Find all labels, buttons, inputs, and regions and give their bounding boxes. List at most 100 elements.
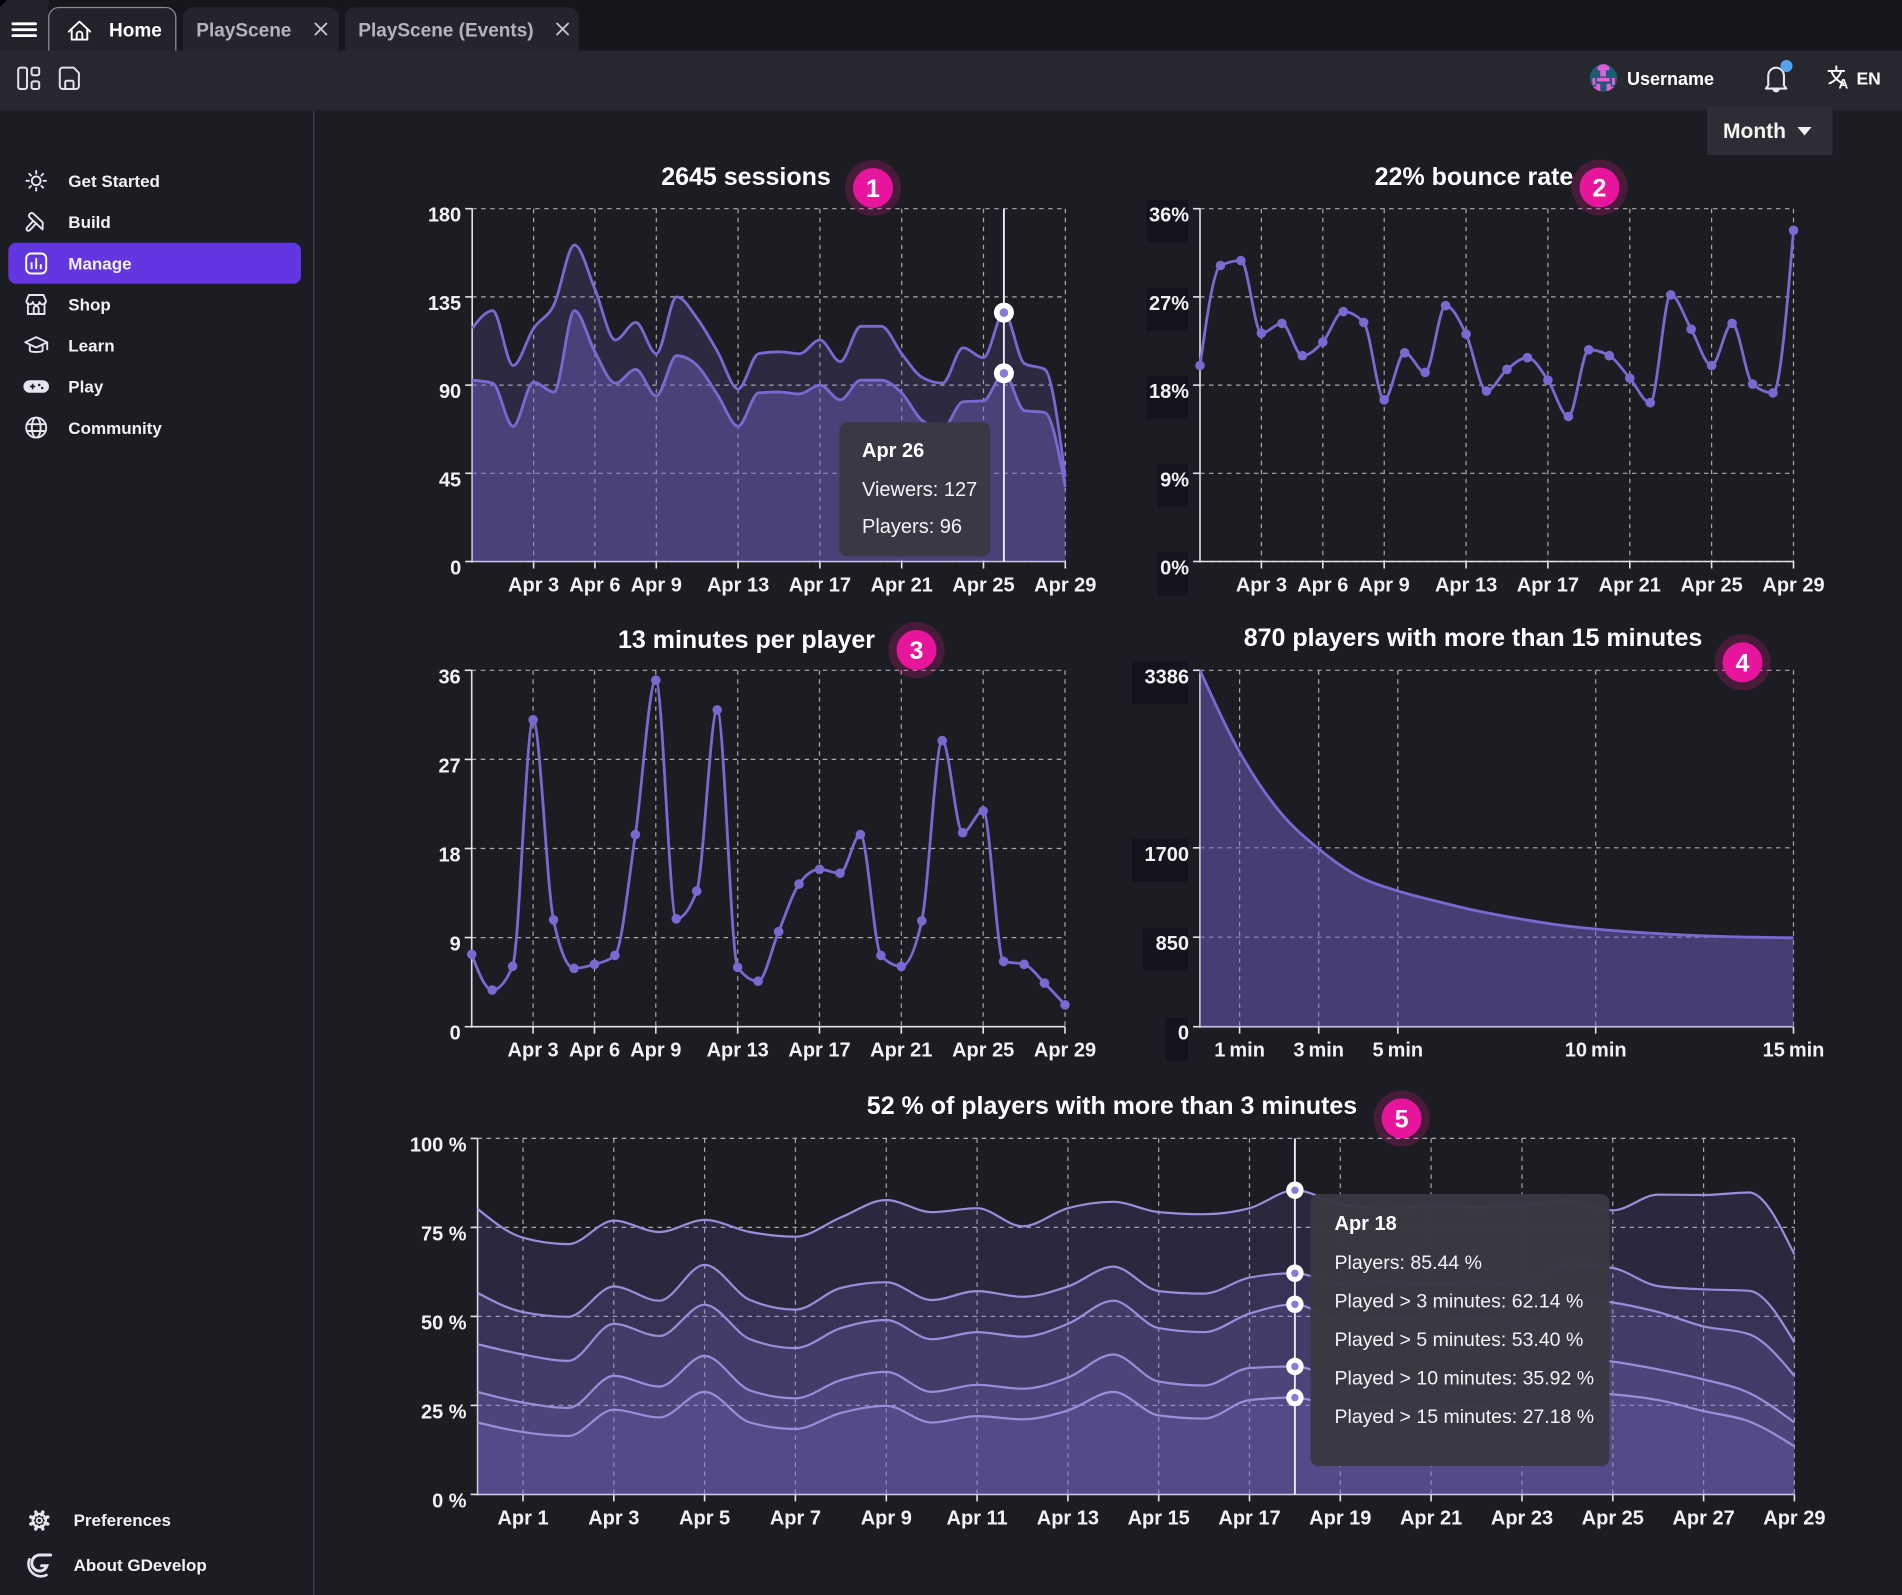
svg-text:180: 180: [428, 205, 461, 227]
svg-text:22% bounce rate: 22% bounce rate: [1375, 163, 1574, 191]
svg-text:Apr 17: Apr 17: [1218, 1507, 1280, 1529]
svg-text:Apr 3: Apr 3: [1236, 575, 1287, 597]
svg-text:5: 5: [1395, 1105, 1409, 1133]
svg-text:3386: 3386: [1145, 666, 1190, 688]
svg-text:Apr 9: Apr 9: [1359, 575, 1410, 597]
svg-text:Viewers: 127: Viewers: 127: [862, 479, 977, 501]
svg-text:2: 2: [1593, 175, 1607, 203]
svg-text:100 %: 100 %: [410, 1134, 467, 1156]
svg-text:Apr 25: Apr 25: [952, 1040, 1014, 1062]
svg-text:18%: 18%: [1149, 381, 1189, 403]
svg-text:15 min: 15 min: [1763, 1040, 1825, 1062]
svg-text:Apr 15: Apr 15: [1128, 1507, 1190, 1529]
svg-text:Apr 7: Apr 7: [770, 1507, 821, 1529]
svg-text:Shop: Shop: [68, 296, 111, 315]
svg-text:0%: 0%: [1160, 558, 1189, 580]
svg-text:Apr 13: Apr 13: [707, 1040, 769, 1062]
svg-text:135: 135: [428, 293, 461, 315]
svg-text:Apr 17: Apr 17: [788, 1040, 850, 1062]
svg-text:2645 sessions: 2645 sessions: [661, 163, 831, 191]
svg-text:0: 0: [450, 558, 461, 580]
svg-text:10 min: 10 min: [1565, 1040, 1627, 1062]
svg-text:1700: 1700: [1145, 844, 1190, 866]
svg-text:Apr 29: Apr 29: [1763, 1507, 1825, 1529]
svg-text:A: A: [1839, 77, 1849, 92]
svg-text:Played > 15 minutes: 27.18 %: Played > 15 minutes: 27.18 %: [1335, 1406, 1595, 1428]
svg-text:Apr 21: Apr 21: [1400, 1507, 1462, 1529]
svg-text:Apr 26: Apr 26: [862, 440, 924, 462]
svg-text:Manage: Manage: [68, 255, 131, 274]
svg-text:850: 850: [1156, 933, 1189, 955]
svg-text:1 min: 1 min: [1214, 1040, 1265, 1062]
svg-text:Apr 18: Apr 18: [1335, 1213, 1397, 1235]
svg-text:Apr 29: Apr 29: [1034, 575, 1096, 597]
svg-text:Apr 5: Apr 5: [679, 1507, 730, 1529]
svg-text:9%: 9%: [1160, 469, 1189, 491]
svg-text:Play: Play: [68, 377, 104, 396]
svg-text:25 %: 25 %: [421, 1401, 467, 1423]
svg-text:13 minutes per player: 13 minutes per player: [618, 626, 875, 654]
svg-text:18: 18: [438, 845, 460, 867]
svg-text:Apr 6: Apr 6: [569, 575, 620, 597]
svg-text:Apr 3: Apr 3: [508, 575, 559, 597]
svg-text:Get Started: Get Started: [68, 172, 160, 191]
svg-text:Build: Build: [68, 213, 111, 232]
svg-text:PlayScene: PlayScene: [196, 21, 291, 42]
svg-text:Apr 3: Apr 3: [508, 1040, 559, 1062]
svg-text:Apr 11: Apr 11: [947, 1507, 1008, 1529]
svg-text:EN: EN: [1857, 69, 1881, 89]
svg-text:0: 0: [450, 1023, 461, 1045]
svg-text:0: 0: [1178, 1023, 1189, 1045]
svg-text:Month: Month: [1723, 120, 1786, 143]
svg-text:Apr 6: Apr 6: [569, 1040, 620, 1062]
svg-text:0 %: 0 %: [432, 1490, 467, 1512]
svg-text:Apr 21: Apr 21: [1599, 575, 1661, 597]
svg-text:Apr 1: Apr 1: [497, 1507, 548, 1529]
svg-text:About GDevelop: About GDevelop: [74, 1556, 207, 1575]
svg-text:4: 4: [1736, 649, 1750, 677]
svg-text:Players: 85.44 %: Players: 85.44 %: [1335, 1252, 1482, 1274]
svg-text:Apr 9: Apr 9: [861, 1507, 912, 1529]
svg-text:27: 27: [438, 755, 460, 777]
svg-text:36: 36: [438, 666, 460, 688]
svg-text:Apr 9: Apr 9: [631, 575, 682, 597]
svg-text:90: 90: [439, 381, 461, 403]
svg-text:75 %: 75 %: [421, 1223, 467, 1245]
svg-text:Preferences: Preferences: [74, 1511, 171, 1530]
svg-text:Apr 19: Apr 19: [1309, 1507, 1371, 1529]
svg-text:Learn: Learn: [68, 337, 114, 356]
svg-text:3 min: 3 min: [1293, 1040, 1344, 1062]
svg-text:Apr 3: Apr 3: [588, 1507, 639, 1529]
svg-text:Apr 25: Apr 25: [1582, 1507, 1644, 1529]
svg-text:Apr 25: Apr 25: [1680, 575, 1742, 597]
svg-text:36%: 36%: [1149, 205, 1189, 227]
svg-text:9: 9: [450, 934, 461, 956]
svg-text:52 % of players with more than: 52 % of players with more than 3 minutes: [867, 1092, 1357, 1120]
svg-text:870 players with more than 15: 870 players with more than 15 minutes: [1244, 624, 1703, 652]
svg-text:Apr 13: Apr 13: [707, 575, 769, 597]
svg-text:50 %: 50 %: [421, 1312, 467, 1334]
svg-text:Apr 17: Apr 17: [789, 575, 851, 597]
svg-text:Apr 27: Apr 27: [1672, 1507, 1734, 1529]
svg-text:PlayScene (Events): PlayScene (Events): [358, 21, 533, 42]
svg-text:3: 3: [910, 637, 924, 665]
svg-text:Apr 9: Apr 9: [630, 1040, 681, 1062]
svg-text:Apr 25: Apr 25: [952, 575, 1014, 597]
svg-text:Apr 13: Apr 13: [1037, 1507, 1099, 1529]
svg-text:Played > 5 minutes: 53.40 %: Played > 5 minutes: 53.40 %: [1335, 1329, 1584, 1351]
svg-text:45: 45: [439, 469, 461, 491]
svg-text:1: 1: [866, 175, 880, 203]
svg-text:Played > 3 minutes: 62.14 %: Played > 3 minutes: 62.14 %: [1335, 1291, 1584, 1313]
svg-text:Apr 29: Apr 29: [1762, 575, 1824, 597]
svg-text:Community: Community: [68, 419, 162, 438]
svg-text:27%: 27%: [1149, 293, 1189, 315]
svg-text:Username: Username: [1627, 69, 1714, 89]
svg-text:Apr 13: Apr 13: [1435, 575, 1497, 597]
svg-text:5 min: 5 min: [1372, 1040, 1423, 1062]
svg-text:Home: Home: [109, 21, 162, 42]
svg-text:Apr 21: Apr 21: [870, 1040, 932, 1062]
svg-text:Apr 6: Apr 6: [1297, 575, 1348, 597]
svg-text:Played > 10 minutes: 35.92 %: Played > 10 minutes: 35.92 %: [1335, 1368, 1595, 1390]
svg-text:Apr 17: Apr 17: [1517, 575, 1579, 597]
svg-text:Apr 23: Apr 23: [1491, 1507, 1553, 1529]
